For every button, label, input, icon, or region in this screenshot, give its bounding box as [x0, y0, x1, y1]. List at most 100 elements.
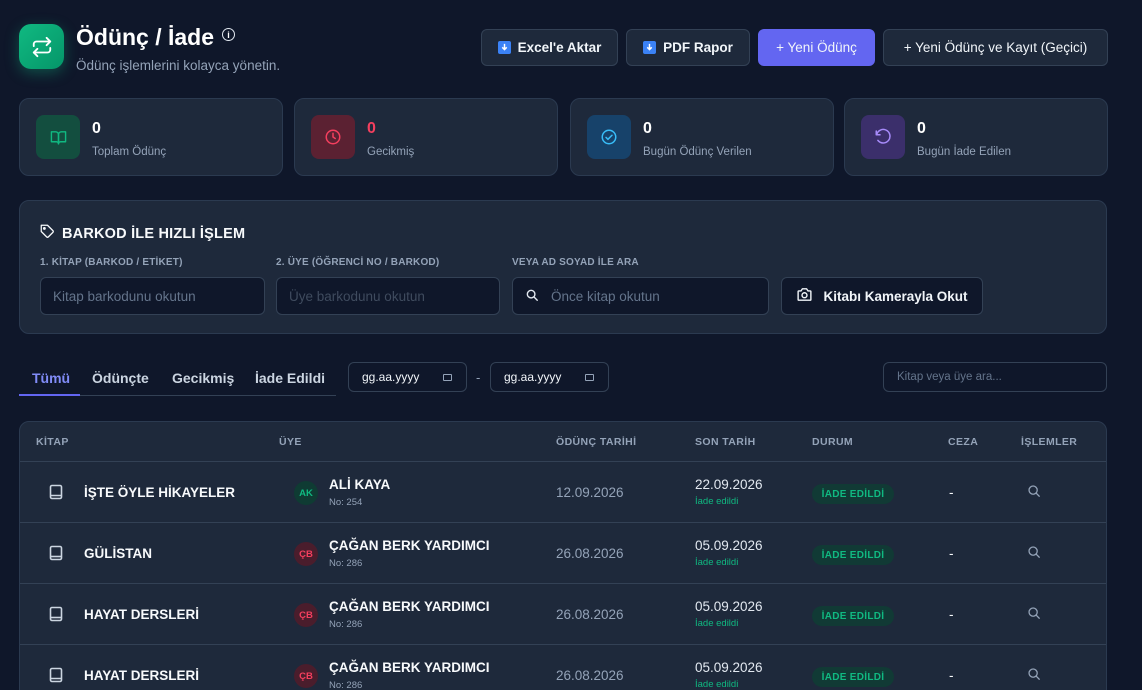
clock-icon — [311, 115, 355, 159]
search-icon[interactable] — [1027, 484, 1041, 503]
member-barcode-input[interactable]: Üye barkodunu okutun — [276, 277, 500, 315]
search-icon — [525, 288, 539, 305]
table-header: KİTAP ÜYE ÖDÜNÇ TARİHİ SON TARİH DURUM C… — [20, 422, 1106, 462]
return-note: İade edildi — [695, 557, 739, 568]
return-note: İade edildi — [695, 679, 739, 690]
member-name: ALİ KAYA — [329, 477, 391, 492]
fine-value: - — [949, 485, 954, 500]
book-barcode-placeholder: Kitap barkodunu okutun — [53, 288, 196, 304]
member-barcode-label: 2. ÜYE (ÖĞRENCİ NO / BARKOD) — [276, 257, 440, 268]
tab-returned[interactable]: İade Edildi — [255, 370, 326, 386]
return-note: İade edildi — [695, 618, 739, 629]
stat-value: 0 — [917, 120, 926, 137]
camera-scan-label: Kitabı Kamerayla Okut — [823, 288, 968, 304]
book-icon — [49, 545, 63, 566]
column-header-due-date[interactable]: SON TARİH — [695, 436, 756, 448]
table-row[interactable]: HAYAT DERSLERİ ÇB ÇAĞAN BERK YARDIMCI No… — [20, 645, 1106, 690]
loan-date: 12.09.2026 — [556, 485, 624, 500]
stat-label: Toplam Ödünç — [92, 146, 167, 158]
tab-overdue[interactable]: Gecikmiş — [172, 370, 235, 386]
column-header-fine[interactable]: CEZA — [948, 436, 979, 448]
active-tab-indicator — [19, 394, 80, 396]
stat-card-returned-today: 0 Bugün İade Edilen — [844, 98, 1108, 176]
status-badge: İADE EDİLDİ — [812, 606, 894, 626]
status-badge: İADE EDİLDİ — [812, 667, 894, 687]
book-barcode-input[interactable]: Kitap barkodunu okutun — [40, 277, 265, 315]
avatar: ÇB — [294, 664, 318, 688]
download-icon — [497, 41, 511, 54]
member-name: ÇAĞAN BERK YARDIMCI — [329, 599, 490, 614]
stat-label: Gecikmiş — [367, 146, 415, 158]
stat-card-overdue: 0 Gecikmiş — [294, 98, 558, 176]
stat-card-lent-today: 0 Bugün Ödünç Verilen — [570, 98, 834, 176]
page-header: Ödünç / İade i Ödünç işlemlerini kolayca… — [19, 24, 1108, 76]
table-row[interactable]: İŞTE ÖYLE HİKAYELER AK ALİ KAYA No: 254 … — [20, 462, 1106, 523]
new-loan-temp-button[interactable]: + Yeni Ödünç ve Kayıt (Geçici) — [883, 29, 1108, 66]
status-badge: İADE EDİLDİ — [812, 484, 894, 504]
column-header-book[interactable]: KİTAP — [36, 436, 69, 448]
column-header-status[interactable]: DURUM — [812, 436, 854, 448]
book-title: İŞTE ÖYLE HİKAYELER — [84, 485, 236, 500]
book-icon — [49, 667, 63, 688]
barcode-panel-title: BARKOD İLE HIZLI İŞLEM — [40, 224, 245, 243]
fine-value: - — [949, 607, 954, 622]
tabs-divider — [19, 395, 336, 396]
calendar-icon[interactable] — [585, 374, 594, 381]
date-to-value: gg.aa.yyyy — [504, 370, 562, 384]
due-date: 22.09.2026 — [695, 477, 763, 492]
member-number: No: 286 — [329, 558, 363, 569]
column-header-loan-date[interactable]: ÖDÜNÇ TARİHİ — [556, 436, 637, 448]
search-icon[interactable] — [1027, 667, 1041, 686]
table-search-placeholder: Kitap veya üye ara... — [897, 371, 1002, 383]
name-search-placeholder: Önce kitap okutun — [551, 288, 660, 304]
due-date: 05.09.2026 — [695, 599, 763, 614]
search-icon[interactable] — [1027, 545, 1041, 564]
table-row[interactable]: GÜLİSTAN ÇB ÇAĞAN BERK YARDIMCI No: 286 … — [20, 523, 1106, 584]
due-date: 05.09.2026 — [695, 538, 763, 553]
stat-label: Bugün İade Edilen — [917, 146, 1011, 158]
loan-date: 26.08.2026 — [556, 668, 624, 683]
date-range-separator: - — [476, 370, 481, 385]
table-search-input[interactable]: Kitap veya üye ara... — [883, 362, 1107, 392]
tab-all[interactable]: Tümü — [32, 370, 71, 386]
table-row[interactable]: HAYAT DERSLERİ ÇB ÇAĞAN BERK YARDIMCI No… — [20, 584, 1106, 645]
book-icon — [49, 484, 63, 505]
book-title: HAYAT DERSLERİ — [84, 668, 200, 683]
return-note: İade edildi — [695, 496, 739, 507]
fine-value: - — [949, 668, 954, 683]
camera-scan-button[interactable]: Kitabı Kamerayla Okut — [781, 277, 983, 315]
new-loan-button[interactable]: + Yeni Ödünç — [758, 29, 875, 66]
stat-value: 0 — [92, 120, 101, 137]
calendar-icon[interactable] — [443, 374, 452, 381]
page-title: Ödünç / İade i — [76, 24, 236, 51]
date-from-input[interactable]: gg.aa.yyyy — [348, 362, 467, 392]
stat-label: Bugün Ödünç Verilen — [643, 146, 752, 158]
book-icon — [49, 606, 63, 627]
avatar: ÇB — [294, 542, 318, 566]
member-number: No: 286 — [329, 680, 363, 690]
stat-value: 0 — [643, 120, 652, 137]
member-number: No: 254 — [329, 497, 363, 508]
pdf-report-button[interactable]: PDF Rapor — [626, 29, 750, 66]
name-search-input[interactable]: Önce kitap okutun — [512, 277, 769, 315]
book-title: HAYAT DERSLERİ — [84, 607, 200, 622]
member-name: ÇAĞAN BERK YARDIMCI — [329, 538, 490, 553]
loan-date: 26.08.2026 — [556, 607, 624, 622]
date-to-input[interactable]: gg.aa.yyyy — [490, 362, 609, 392]
info-icon[interactable]: i — [222, 28, 236, 41]
fine-value: - — [949, 546, 954, 561]
column-header-member[interactable]: ÜYE — [279, 436, 302, 448]
barcode-panel: BARKOD İLE HIZLI İŞLEM 1. KİTAP (BARKOD … — [19, 200, 1107, 334]
search-icon[interactable] — [1027, 606, 1041, 625]
rotate-ccw-icon — [861, 115, 905, 159]
column-header-actions: İŞLEMLER — [1021, 436, 1078, 448]
member-number: No: 286 — [329, 619, 363, 630]
pdf-report-label: PDF Rapor — [663, 40, 733, 55]
camera-icon — [796, 286, 813, 306]
member-name: ÇAĞAN BERK YARDIMCI — [329, 660, 490, 675]
avatar: ÇB — [294, 603, 318, 627]
page-title-text: Ödünç / İade — [76, 24, 215, 50]
excel-export-button[interactable]: Excel'e Aktar — [481, 29, 618, 66]
tab-on-loan[interactable]: Ödünçte — [92, 370, 149, 386]
